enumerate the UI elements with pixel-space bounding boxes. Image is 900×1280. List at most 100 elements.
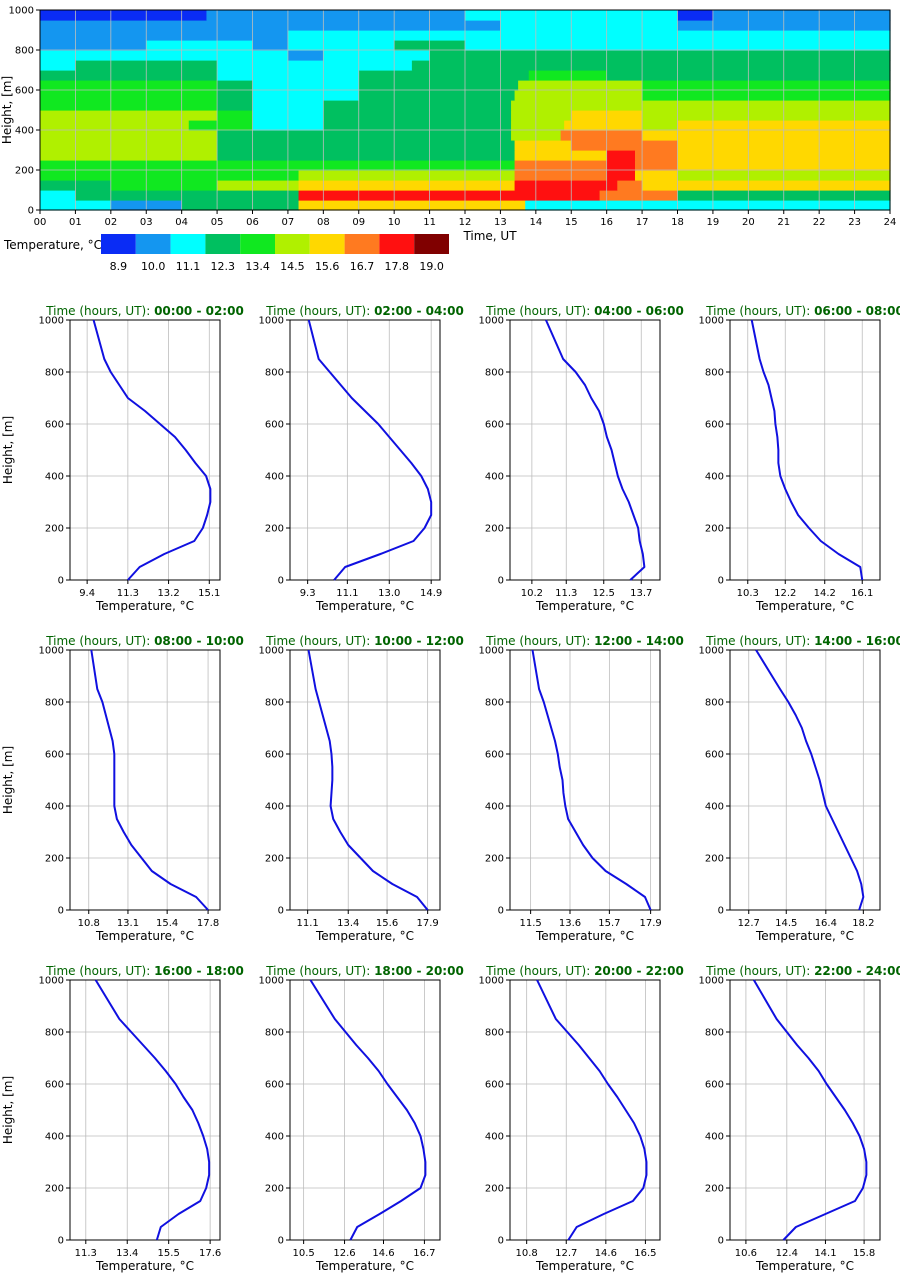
heatmap-cell bbox=[146, 120, 190, 131]
profile-x-tick-label: 13.0 bbox=[378, 588, 400, 599]
profile-y-tick-label: 1000 bbox=[39, 976, 64, 987]
heatmap-cell bbox=[217, 170, 300, 181]
heatmap-cell bbox=[323, 120, 512, 131]
profile-panel-title: Time (hours, UT): 18:00 - 20:00 bbox=[265, 964, 464, 978]
heatmap-x-tick-label: 20 bbox=[742, 217, 755, 228]
heatmap-cell bbox=[358, 80, 519, 91]
profile-y-tick-label: 200 bbox=[485, 524, 504, 535]
profile-x-tick-label: 11.3 bbox=[117, 588, 139, 599]
profile-y-tick-label: 600 bbox=[45, 1080, 64, 1091]
profile-x-tick-label: 16.5 bbox=[634, 1248, 656, 1259]
profile-x-axis-label: Temperature, °C bbox=[535, 599, 634, 613]
heatmap-cell bbox=[298, 200, 526, 211]
heatmap-cell bbox=[606, 160, 636, 171]
profile-x-tick-label: 10.8 bbox=[78, 918, 100, 929]
profile-title-range: 06:00 - 08:00 bbox=[814, 304, 900, 318]
profile-y-tick-label: 600 bbox=[265, 750, 284, 761]
profile-x-axis-label: Temperature, °C bbox=[755, 1259, 854, 1273]
profile-y-tick-label: 800 bbox=[45, 368, 64, 379]
profile-panel-title: Time (hours, UT): 06:00 - 08:00 bbox=[705, 304, 900, 318]
heatmap-cell bbox=[606, 170, 636, 181]
heatmap-x-tick-label: 22 bbox=[813, 217, 826, 228]
profile-x-tick-label: 17.9 bbox=[417, 918, 439, 929]
profile-title-range: 14:00 - 16:00 bbox=[814, 634, 900, 648]
profile-y-tick-label: 200 bbox=[265, 854, 284, 865]
heatmap-x-tick-label: 05 bbox=[211, 217, 224, 228]
profile-x-tick-label: 10.3 bbox=[737, 588, 759, 599]
profile-y-tick-label: 600 bbox=[265, 1080, 284, 1091]
profile-x-tick-label: 13.4 bbox=[337, 918, 359, 929]
profile-y-tick-label: 600 bbox=[45, 420, 64, 431]
heatmap-cell bbox=[217, 60, 413, 71]
profile-frame bbox=[69, 319, 221, 581]
temperature-profile-line bbox=[94, 979, 211, 1241]
profile-title-prefix: Time (hours, UT): bbox=[705, 304, 814, 318]
profile-x-tick-label: 9.4 bbox=[79, 588, 95, 599]
profile-x-tick-label: 14.5 bbox=[775, 918, 797, 929]
profile-x-tick-label: 18.2 bbox=[852, 918, 874, 929]
colorbar-swatch bbox=[101, 234, 136, 254]
colorbar-level-label: 8.9 bbox=[110, 260, 128, 273]
profile-y-tick-label: 600 bbox=[705, 750, 724, 761]
heatmap-x-tick-label: 00 bbox=[34, 217, 47, 228]
profile-x-axis-label: Temperature, °C bbox=[755, 929, 854, 943]
profile-y-tick-label: 400 bbox=[485, 802, 504, 813]
profile-y-tick-label: 200 bbox=[265, 524, 284, 535]
profile-y-axis-label: Height, [m] bbox=[1, 416, 15, 484]
profile-x-tick-label: 11.3 bbox=[555, 588, 577, 599]
profile-y-tick-label: 800 bbox=[45, 1028, 64, 1039]
heatmap-cell bbox=[712, 10, 891, 21]
profile-y-tick-label: 200 bbox=[485, 854, 504, 865]
profile-x-axis-label: Temperature, °C bbox=[315, 599, 414, 613]
profile-x-tick-label: 11.1 bbox=[336, 588, 358, 599]
profile-y-tick-label: 800 bbox=[705, 698, 724, 709]
heatmap-x-tick-label: 08 bbox=[317, 217, 330, 228]
profile-title-prefix: Time (hours, UT): bbox=[705, 964, 814, 978]
heatmap-cell bbox=[571, 140, 636, 151]
heatmap-cell bbox=[514, 90, 643, 101]
profile-y-tick-label: 0 bbox=[718, 576, 724, 587]
colorbar-swatch bbox=[275, 234, 310, 254]
profile-frame bbox=[729, 649, 881, 911]
profile-frame bbox=[509, 979, 661, 1241]
heatmap-x-tick-label: 19 bbox=[707, 217, 720, 228]
heatmap-cell bbox=[40, 120, 147, 131]
profile-x-tick-label: 14.2 bbox=[814, 588, 836, 599]
heatmap-cell bbox=[40, 30, 289, 41]
heatmap-cell bbox=[75, 190, 300, 201]
heatmap-x-tick-label: 14 bbox=[529, 217, 542, 228]
profile-title-range: 00:00 - 02:00 bbox=[154, 304, 244, 318]
profile-y-tick-label: 1000 bbox=[479, 646, 504, 657]
profile-x-tick-label: 17.6 bbox=[199, 1248, 221, 1259]
profile-y-tick-label: 600 bbox=[705, 420, 724, 431]
profile-title-prefix: Time (hours, UT): bbox=[45, 304, 154, 318]
profile-y-tick-label: 400 bbox=[45, 472, 64, 483]
profile-y-tick-label: 0 bbox=[58, 1236, 64, 1247]
heatmap-cell bbox=[217, 150, 516, 161]
profile-x-tick-label: 14.1 bbox=[814, 1248, 836, 1259]
heatmap-cell bbox=[514, 180, 618, 191]
profile-y-tick-label: 200 bbox=[45, 524, 64, 535]
heatmap-cell bbox=[40, 140, 218, 151]
profile-title-prefix: Time (hours, UT): bbox=[45, 964, 154, 978]
heatmap-cell bbox=[606, 150, 636, 161]
heatmap-cell bbox=[181, 200, 300, 211]
heatmap-cell bbox=[217, 110, 254, 121]
profile-x-tick-label: 12.7 bbox=[738, 918, 760, 929]
profile-title-prefix: Time (hours, UT): bbox=[265, 964, 374, 978]
heatmap-cell bbox=[252, 70, 360, 81]
profile-y-tick-label: 1000 bbox=[259, 646, 284, 657]
profile-y-tick-label: 0 bbox=[278, 1236, 284, 1247]
profile-x-tick-label: 15.1 bbox=[198, 588, 220, 599]
profile-title-prefix: Time (hours, UT): bbox=[485, 634, 594, 648]
colorbar-level-label: 12.3 bbox=[211, 260, 236, 273]
colorbar-swatch bbox=[205, 234, 241, 254]
heatmap-cell bbox=[298, 190, 516, 201]
heatmap-cell bbox=[479, 180, 516, 191]
heatmap-cell bbox=[252, 80, 360, 91]
profile-frame bbox=[69, 979, 221, 1241]
